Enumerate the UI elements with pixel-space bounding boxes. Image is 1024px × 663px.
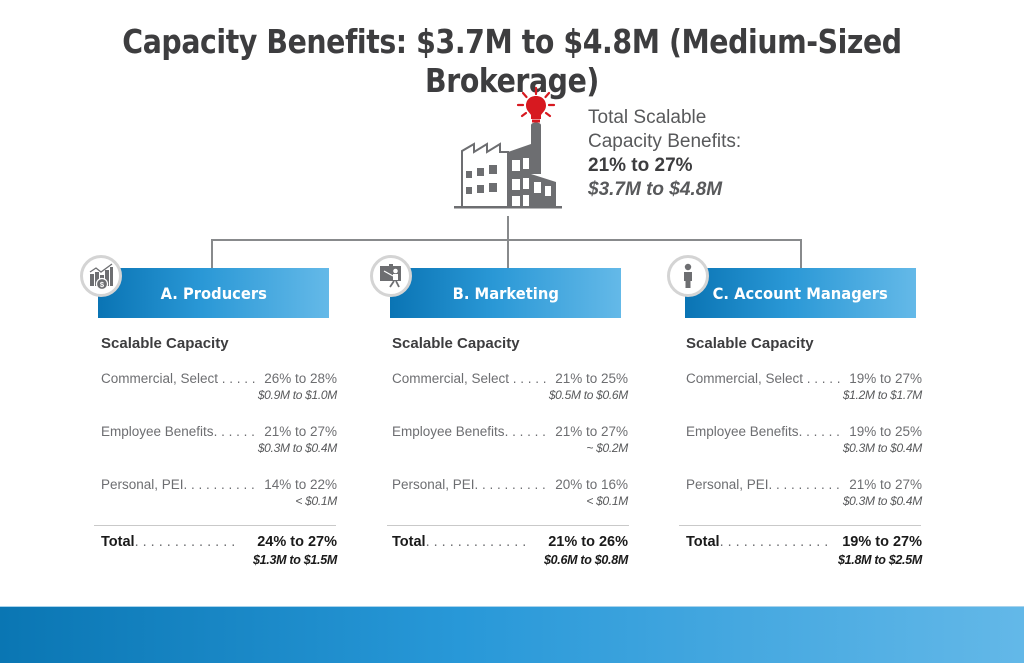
total-row: Total. . . . . . . . . . . . . 24% to 27… (101, 534, 337, 574)
row-label: Personal, PEI (686, 477, 769, 492)
row-amount: $0.3M to $0.4M (842, 494, 922, 508)
row-percent: 21% to 27% (849, 477, 922, 492)
total-dots: . . . . . . . . . . . . . (425, 534, 527, 550)
row-amount: $0.9M to $1.0M (257, 388, 337, 402)
row-label: Commercial, Select (101, 371, 219, 386)
badge-account-managers (667, 255, 709, 297)
summary-line-1: Total Scalable (588, 107, 707, 128)
svg-text:$: $ (100, 280, 105, 289)
row-dots: . . . . . . . . . . (768, 477, 840, 492)
row-amount: ~ $0.2M (586, 441, 628, 455)
total-dots: . . . . . . . . . . . . . (134, 534, 236, 550)
row-dots: . . . . . . . . . . (183, 477, 255, 492)
total-label: Total (392, 534, 426, 550)
list-item: Commercial, Select . . . . . 26% to 28% … (101, 371, 337, 424)
connector-stem (507, 216, 509, 268)
row-percent: 20% to 16% (555, 477, 628, 492)
total-percent: 19% to 27% (842, 534, 922, 550)
total-percent: 21% to 26% (548, 534, 628, 550)
row-label: Commercial, Select (686, 371, 804, 386)
total-summary: Total Scalable Capacity Benefits: 21% to… (588, 106, 741, 202)
row-label: Personal, PEI (101, 477, 184, 492)
total-amount: $1.8M to $2.5M (837, 553, 922, 567)
header-label: B. Marketing (452, 283, 559, 303)
header-producers: A. Producers (98, 268, 329, 318)
list-item: Employee Benefits. . . . . . 21% to 27% … (101, 424, 337, 477)
presentation-icon (380, 264, 401, 288)
column-subheading: Scalable Capacity (392, 335, 520, 352)
list-item: Employee Benefits. . . . . . 19% to 25% … (686, 424, 922, 477)
divider (94, 525, 336, 526)
header-marketing: B. Marketing (390, 268, 621, 318)
summary-line-2: Capacity Benefits: (588, 131, 742, 152)
summary-amount: $3.7M to $4.8M (588, 179, 723, 200)
person-icon (684, 263, 692, 288)
row-label: Personal, PEI (392, 477, 475, 492)
list-item: Personal, PEI. . . . . . . . . . 20% to … (392, 477, 628, 530)
row-label: Employee Benefits (686, 424, 799, 439)
divider (387, 525, 629, 526)
row-dots: . . . . . (509, 371, 547, 386)
row-percent: 21% to 27% (555, 424, 628, 439)
header-label: A. Producers (160, 283, 267, 303)
chart-money-icon: $ (89, 263, 113, 290)
row-percent: 21% to 25% (555, 371, 628, 386)
row-percent: 26% to 28% (264, 371, 337, 386)
connector-right (800, 239, 802, 268)
row-amount: $0.3M to $0.4M (257, 441, 337, 455)
row-dots: . . . . . . (213, 424, 255, 439)
row-amount: < $0.1M (295, 494, 337, 508)
row-percent: 19% to 25% (849, 424, 922, 439)
factory-lightbulb-icon (454, 86, 562, 209)
list-item: Personal, PEI. . . . . . . . . . 21% to … (686, 477, 922, 530)
connector-left (211, 239, 213, 268)
row-dots: . . . . . . . . . . (474, 477, 546, 492)
list-item: Employee Benefits. . . . . . 21% to 27% … (392, 424, 628, 477)
total-amount: $0.6M to $0.8M (543, 553, 628, 567)
total-label: Total (686, 534, 720, 550)
row-dots: . . . . . (803, 371, 841, 386)
badge-marketing (370, 255, 412, 297)
column-subheading: Scalable Capacity (101, 335, 229, 352)
row-label: Employee Benefits (101, 424, 214, 439)
row-amount: $0.5M to $0.6M (548, 388, 628, 402)
column-producers: Scalable Capacity Commercial, Select . .… (101, 335, 337, 530)
total-percent: 24% to 27% (257, 534, 337, 550)
row-percent: 21% to 27% (264, 424, 337, 439)
row-amount: $0.3M to $0.4M (842, 441, 922, 455)
row-percent: 19% to 27% (849, 371, 922, 386)
total-dots: . . . . . . . . . . . . . . (719, 534, 829, 550)
row-percent: 14% to 22% (264, 477, 337, 492)
row-dots: . . . . . . (504, 424, 546, 439)
row-amount: $1.2M to $1.7M (842, 388, 922, 402)
badge-producers: $ (80, 255, 122, 297)
row-label: Commercial, Select (392, 371, 510, 386)
row-label: Employee Benefits (392, 424, 505, 439)
row-amount: < $0.1M (586, 494, 628, 508)
column-account-managers: Scalable Capacity Commercial, Select . .… (686, 335, 922, 530)
page-title: Capacity Benefits: $3.7M to $4.8M (Mediu… (122, 22, 902, 100)
list-item: Personal, PEI. . . . . . . . . . 14% to … (101, 477, 337, 530)
list-item: Commercial, Select . . . . . 19% to 27% … (686, 371, 922, 424)
connector-horizontal (211, 239, 802, 241)
column-marketing: Scalable Capacity Commercial, Select . .… (392, 335, 628, 530)
divider (679, 525, 921, 526)
summary-percent: 21% to 27% (588, 155, 693, 176)
row-dots: . . . . . . (798, 424, 840, 439)
header-account-managers: C. Account Managers (685, 268, 916, 318)
footer-bar (0, 606, 1024, 663)
total-label: Total (101, 534, 135, 550)
row-dots: . . . . . (218, 371, 256, 386)
total-row: Total. . . . . . . . . . . . . . 19% to … (686, 534, 922, 574)
column-subheading: Scalable Capacity (686, 335, 814, 352)
list-item: Commercial, Select . . . . . 21% to 25% … (392, 371, 628, 424)
total-amount: $1.3M to $1.5M (252, 553, 337, 567)
total-row: Total. . . . . . . . . . . . . 21% to 26… (392, 534, 628, 574)
header-label: C. Account Managers (712, 283, 889, 303)
